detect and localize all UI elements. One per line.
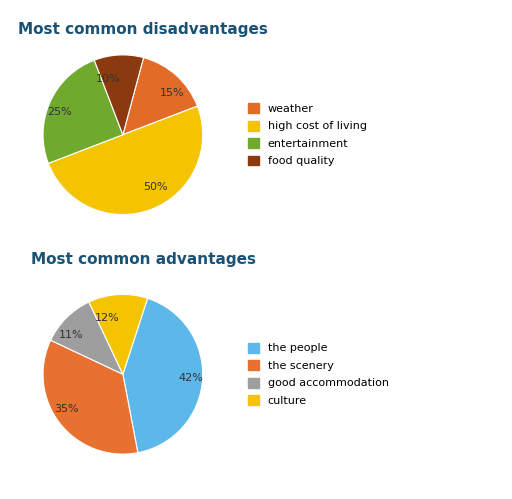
- Wedge shape: [123, 298, 203, 453]
- Text: 50%: 50%: [143, 182, 167, 192]
- Text: 25%: 25%: [47, 107, 72, 117]
- Text: 12%: 12%: [95, 313, 119, 323]
- Wedge shape: [43, 340, 138, 454]
- Wedge shape: [94, 55, 143, 135]
- Text: 15%: 15%: [160, 88, 185, 98]
- Text: 35%: 35%: [54, 404, 79, 414]
- Text: 42%: 42%: [179, 373, 204, 383]
- Wedge shape: [51, 302, 123, 374]
- Text: 11%: 11%: [59, 330, 83, 340]
- Wedge shape: [48, 106, 203, 215]
- Text: Most common advantages: Most common advantages: [31, 252, 256, 267]
- Wedge shape: [123, 57, 198, 135]
- Wedge shape: [43, 60, 123, 163]
- Legend: the people, the scenery, good accommodation, culture: the people, the scenery, good accommodat…: [244, 339, 392, 409]
- Text: Most common disadvantages: Most common disadvantages: [18, 22, 268, 37]
- Text: 10%: 10%: [95, 74, 120, 84]
- Wedge shape: [89, 294, 147, 374]
- Legend: weather, high cost of living, entertainment, food quality: weather, high cost of living, entertainm…: [244, 100, 370, 170]
